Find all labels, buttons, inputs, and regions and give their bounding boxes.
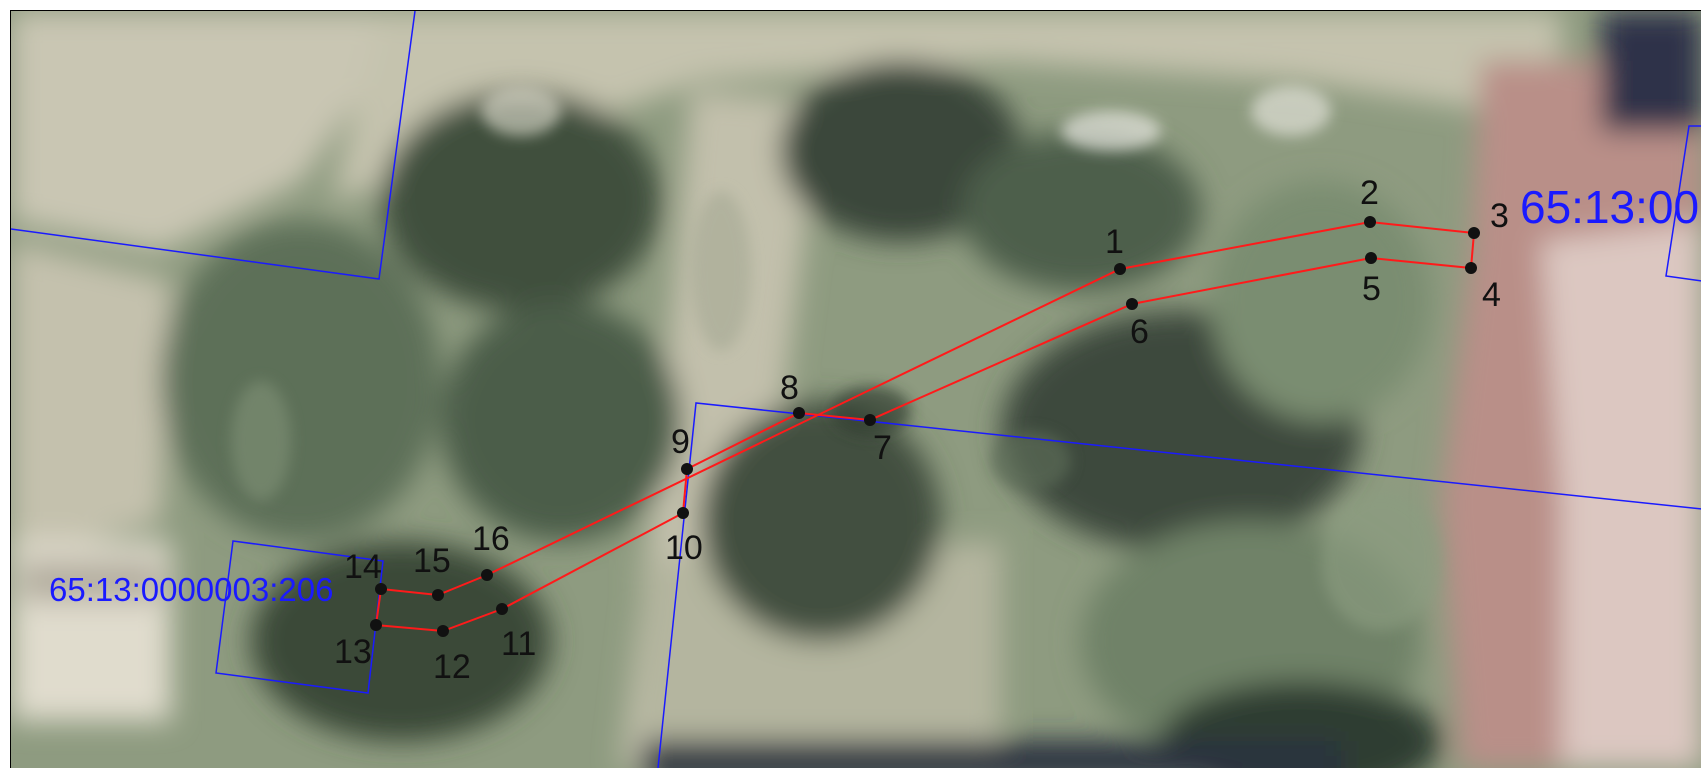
point-marker-4 <box>1465 262 1477 274</box>
point-marker-1 <box>1114 263 1126 275</box>
aerial-imagery <box>11 11 1701 768</box>
point-label-10: 10 <box>665 529 703 567</box>
point-label-1: 1 <box>1105 223 1124 261</box>
point-marker-10 <box>677 507 689 519</box>
point-label-2: 2 <box>1360 174 1379 212</box>
point-marker-13 <box>370 619 382 631</box>
point-marker-9 <box>681 463 693 475</box>
parcel-label-206: 65:13:0000003:206 <box>49 571 333 608</box>
point-marker-3 <box>1468 227 1480 239</box>
point-label-5: 5 <box>1362 270 1381 308</box>
point-marker-16 <box>481 569 493 581</box>
parcel-boundary-right <box>1665 125 1701 282</box>
point-label-3: 3 <box>1490 197 1509 235</box>
point-marker-15 <box>432 589 444 601</box>
boundary-point-markers <box>370 216 1480 637</box>
point-marker-11 <box>496 603 508 615</box>
point-label-15: 15 <box>413 542 451 580</box>
parcel-boundary-center <box>657 402 1701 768</box>
point-label-12: 12 <box>433 648 471 686</box>
parcel-label-right: 65:13:00 <box>1520 181 1699 233</box>
point-label-8: 8 <box>780 369 799 407</box>
point-marker-7 <box>864 414 876 426</box>
parcel-boundary-top-left <box>11 11 416 280</box>
boundary-point-labels: 1 2 3 4 5 6 7 8 9 10 11 12 13 14 15 16 <box>334 174 1509 686</box>
point-marker-12 <box>437 625 449 637</box>
cadastral-parcel-lines <box>11 11 1701 768</box>
point-label-4: 4 <box>1482 276 1501 314</box>
point-marker-14 <box>375 583 387 595</box>
point-marker-2 <box>1364 216 1376 228</box>
map-canvas: 1 2 3 4 5 6 7 8 9 10 11 12 13 14 15 16 6… <box>11 11 1701 768</box>
point-marker-8 <box>793 407 805 419</box>
point-marker-6 <box>1126 298 1138 310</box>
point-label-13: 13 <box>334 633 372 671</box>
point-label-16: 16 <box>472 520 510 558</box>
point-label-11: 11 <box>501 625 536 663</box>
point-label-6: 6 <box>1130 313 1149 351</box>
point-label-7: 7 <box>873 429 892 467</box>
map-view[interactable]: 1 2 3 4 5 6 7 8 9 10 11 12 13 14 15 16 6… <box>10 10 1701 768</box>
point-label-14: 14 <box>344 548 382 586</box>
parcel-boundary-206 <box>215 540 384 694</box>
point-marker-5 <box>1365 252 1377 264</box>
point-label-9: 9 <box>671 423 690 461</box>
